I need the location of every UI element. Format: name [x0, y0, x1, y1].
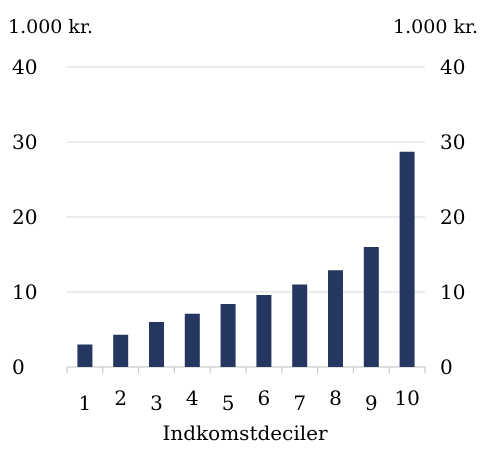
- y-tick-label-right: 30: [440, 130, 465, 154]
- x-tick-label: 5: [222, 391, 235, 415]
- y-axis-right-ticks: 0 10 20 30 40: [440, 55, 465, 379]
- bars: [77, 151, 415, 367]
- y-tick-label-left: 20: [12, 205, 37, 229]
- x-tick-label: 3: [150, 391, 163, 415]
- y-tick-label-right: 10: [440, 280, 465, 304]
- x-tick-label: 10: [394, 386, 419, 410]
- y-tick-label-left: 40: [12, 55, 37, 79]
- bar-1: [77, 344, 93, 367]
- bar-6: [256, 295, 272, 367]
- y-axis-left-ticks: 0 10 20 30 40: [12, 55, 37, 379]
- bar-8: [328, 270, 343, 367]
- x-tick-label: 1: [79, 391, 92, 415]
- bar-7: [292, 284, 308, 367]
- right-unit-label: 1.000 kr.: [393, 16, 478, 38]
- x-tick-label: 7: [293, 391, 306, 415]
- bar-5: [220, 304, 236, 367]
- left-unit-label: 1.000 kr.: [8, 16, 93, 38]
- y-tick-label-right: 0: [440, 355, 453, 379]
- bar-4: [184, 313, 200, 367]
- x-tick-label: 6: [258, 386, 271, 410]
- y-tick-label-left: 10: [12, 280, 37, 304]
- x-tick-label: 4: [186, 386, 199, 410]
- axes: [66, 366, 426, 373]
- x-tick-label: 8: [329, 386, 342, 410]
- x-axis-title: Indkomstdeciler: [162, 421, 327, 445]
- y-tick-label-right: 40: [440, 55, 465, 79]
- bar-2: [113, 334, 129, 367]
- x-axis-ticks: 1 2 3 4 5 6 7 8 9 10: [79, 386, 420, 415]
- x-tick-label: 2: [114, 386, 127, 410]
- y-tick-label-left: 30: [12, 130, 37, 154]
- bar-3: [149, 322, 164, 367]
- y-tick-label-right: 20: [440, 205, 465, 229]
- y-tick-label-left: 0: [12, 355, 25, 379]
- bar-10: [399, 151, 415, 367]
- bar-9: [363, 247, 379, 367]
- x-tick-label: 9: [365, 391, 378, 415]
